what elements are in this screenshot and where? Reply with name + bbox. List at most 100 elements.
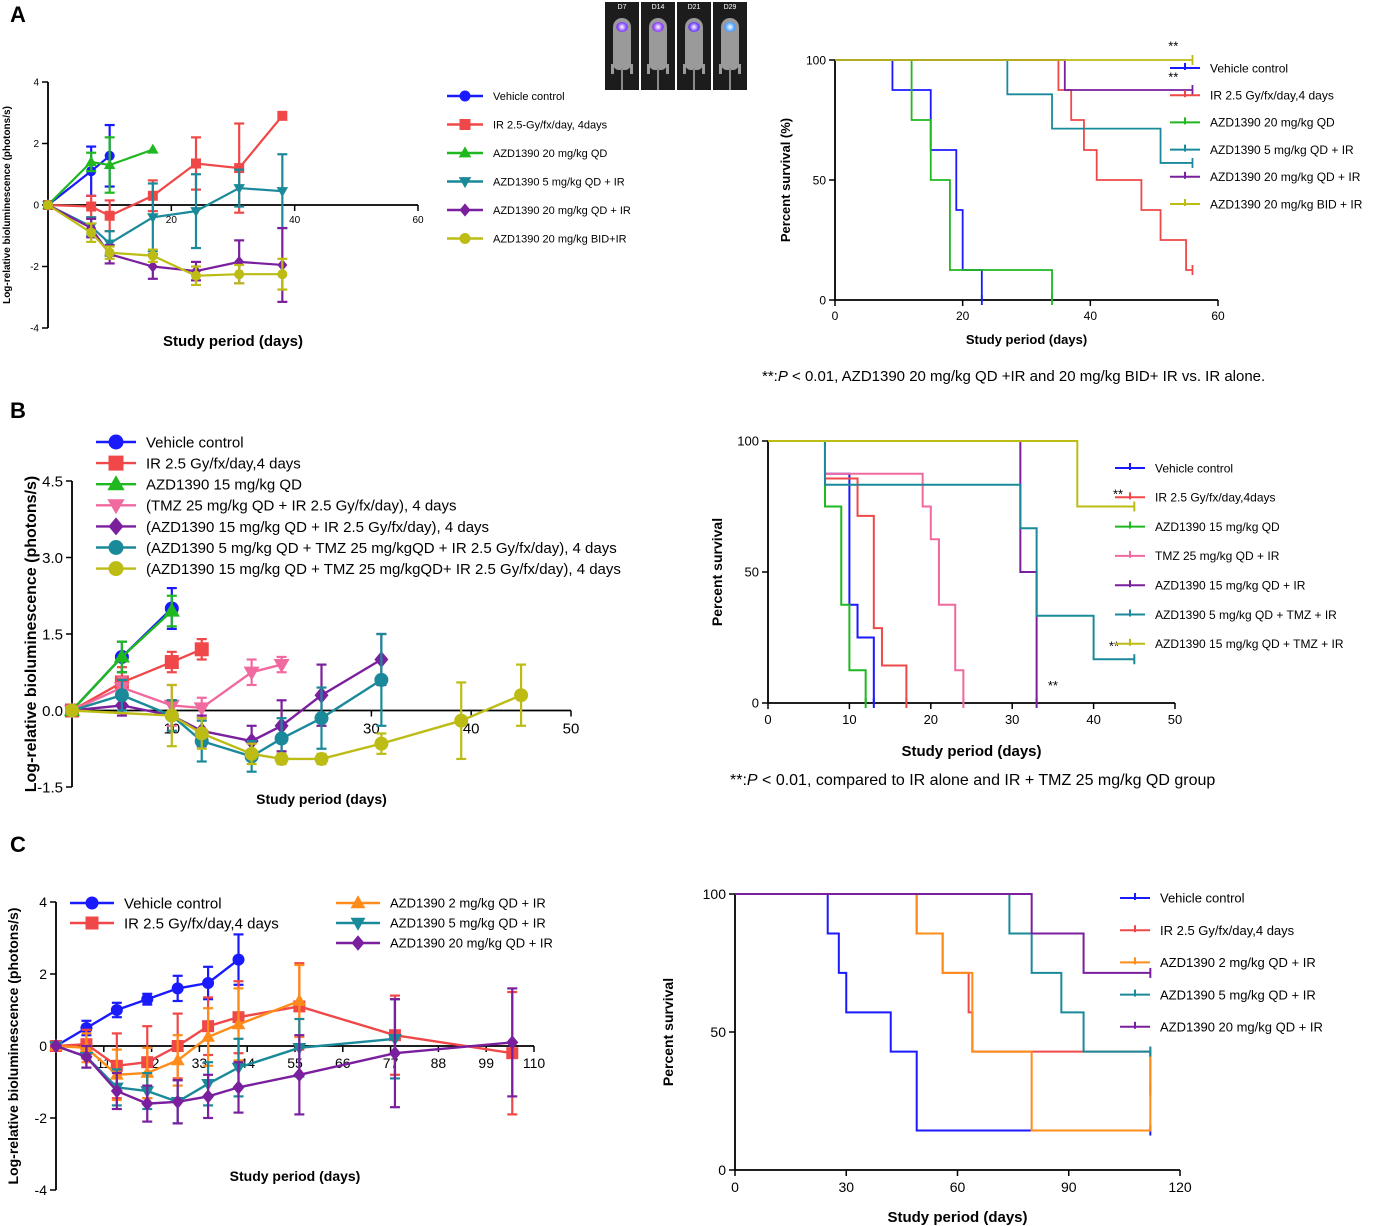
data-point [147,213,159,224]
y-tick-label: -2 [30,262,39,273]
data-point [171,982,184,995]
legend-item: AZD1390 20 mg/kg QD + IR [1170,170,1361,184]
data-point [110,1004,123,1016]
data-point [80,1022,93,1034]
x-tick-label: 120 [1168,1179,1192,1195]
legend-item: AZD1390 5 mg/kg QD + IR [336,916,546,931]
y-tick-label: 2 [33,139,39,150]
significance-marker: ** [1168,70,1178,85]
data-point [85,155,97,166]
legend-label: AZD1390 5 mg/kg QD + IR [1210,143,1354,157]
legend-marker [85,916,99,930]
data-point [234,269,245,280]
legend-label: AZD1390 15 mg/kg QD + TMZ + IR [1155,637,1344,651]
legend-marker [350,895,366,909]
series-5 [50,987,519,1125]
data-point [104,210,115,221]
y-tick-label: 0 [718,1162,726,1178]
x-axis-label: Study period (days) [901,743,1041,760]
legend-label: IR 2.5-Gy/fx/day, 4days [493,119,608,131]
chart-C-bioluminescence: -4-2024112233445566778899110Study period… [5,894,553,1198]
x-tick-label: 30 [838,1179,854,1195]
data-point [103,159,116,170]
data-point [232,953,245,966]
y-axis-label: Log-relative bioluminescence (photons/s) [2,106,13,304]
data-point [171,1094,184,1109]
chart-A-survival: 0 50 100 0 20 40 60 Study period (days) Percent … [778,38,1363,347]
legend-marker [350,917,366,931]
survival-curve [768,440,867,703]
legend: Vehicle control IR 2.5 Gy/fx/day,4 days AZ… [1170,61,1363,211]
series-line [71,648,203,712]
significance-note-a: **:P < 0.01, AZD1390 20 mg/kg QD +IR and… [762,368,1265,385]
y-tick-label: 4 [39,894,47,910]
legend-item: (TMZ 25 mg/kg QD + IR 2.5 Gy/fx/day), 4 … [96,498,457,515]
series-5 [65,632,389,758]
series-5 [835,59,1194,95]
legend: Vehicle control IR 2.5 Gy/fx/day,4 days AZ… [96,434,621,578]
x-tick-label: 60 [950,1179,966,1195]
y-tick-label: -2 [35,1110,48,1126]
legend-item: Vehicle control [96,434,244,451]
series-5 [768,440,1038,708]
legend-label: AZD1390 5 mg/kg QD + TMZ + IR [1155,608,1337,622]
survival-curve [835,59,1193,271]
legend-marker [459,119,471,130]
survival-curve [768,440,965,703]
legend-item: Vehicle control [1170,61,1288,75]
data-point [164,708,179,723]
note-prefix: **: [730,772,747,789]
x-tick-label: 60 [1211,309,1225,323]
y-axis-label: Percent survival (%) [778,118,793,242]
data-point [232,1080,245,1095]
legend-item: AZD1390 5 mg/kg QD + IR [1120,987,1316,1002]
legend-label: Vehicle control [124,895,222,912]
data-point [202,977,215,989]
y-tick-label: 3.0 [42,550,63,567]
data-point [114,688,129,703]
series-3 [835,59,1053,305]
data-point [374,736,389,751]
legend-item: IR 2.5 Gy/fx/day,4days [1115,491,1276,505]
data-point [80,1049,93,1064]
data-point [147,143,159,154]
survival-curve [768,440,1135,661]
legend: Vehicle control IR 2.5-Gy/fx/day, 4days AZ… [447,90,631,245]
y-tick-label: 50 [745,565,759,580]
data-point [113,648,130,663]
legend-marker [351,935,365,951]
x-tick-label: 33 [192,1055,208,1071]
mouse-image-label: D21 [687,4,701,11]
legend-item: AZD1390 20 mg/kg QD [1170,116,1335,130]
legend-marker [108,455,124,471]
mouse-legs [647,64,669,74]
y-tick-label: 0 [752,696,759,711]
legend-item: IR 2.5 Gy/fx/day,4 days [1170,89,1334,103]
legend-label: Vehicle control [1160,891,1245,906]
series-3 [735,893,1152,1132]
data-point [50,1038,62,1054]
series-6 [768,440,1136,665]
legend-label: TMZ 25 mg/kg QD + IR [1155,549,1280,563]
legend-label: AZD1390 20 mg/kg QD + IR [1160,1019,1323,1034]
x-tick-label: 50 [563,721,580,738]
mouse-image-d14: D14 [641,2,675,90]
legend-item: AZD1390 15 mg/kg QD [96,475,302,494]
significance-note-b: **:P < 0.01, compared to IR alone and IR… [730,772,1215,790]
legend-label: (AZD1390 15 mg/kg QD + TMZ 25 mg/kgQD+ I… [146,561,621,578]
legend-item: AZD1390 20 mg/kg BID+IR [447,233,627,245]
y-tick-label: 4 [33,78,39,89]
data-point [141,1096,154,1111]
legend-item: Vehicle control [70,895,222,912]
data-point [147,250,158,261]
significance-marker: ** [1168,38,1178,53]
legend-marker [107,499,125,515]
legend-label: IR 2.5 Gy/fx/day,4days [1155,491,1276,505]
legend-marker [85,896,99,910]
mouse-tail [621,68,623,90]
note-text: < 0.01, compared to IR alone and IR + TM… [757,772,1216,789]
x-tick-label: 40 [1084,309,1098,323]
legend-label: IR 2.5 Gy/fx/day,4 days [1210,89,1334,103]
mouse-image-label: D29 [723,4,737,11]
y-tick-label: 100 [737,434,759,449]
